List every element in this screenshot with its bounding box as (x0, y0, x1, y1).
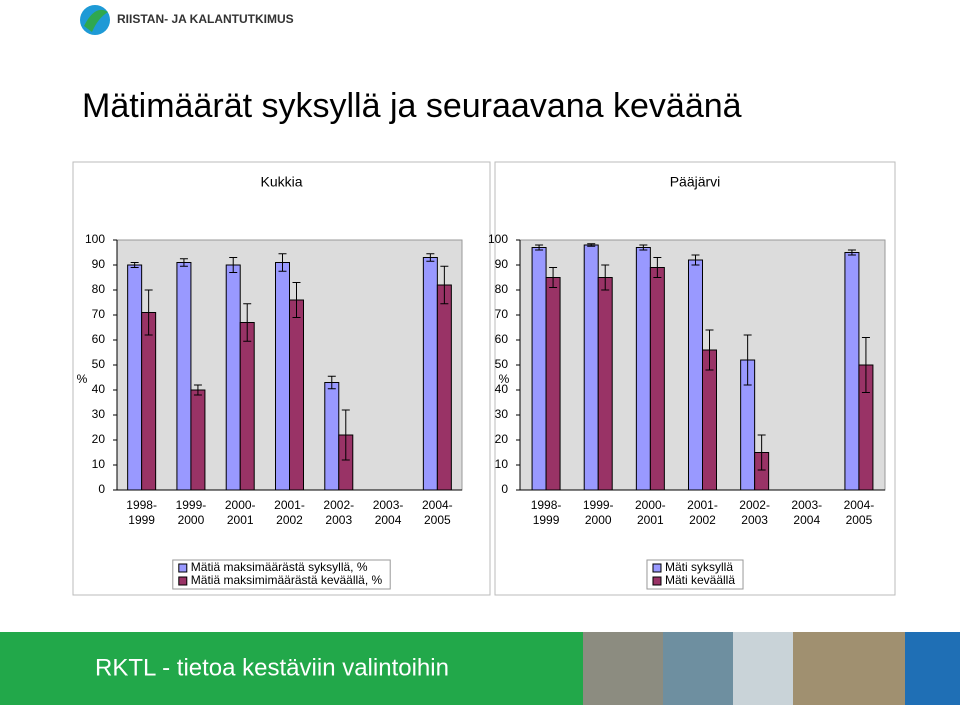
y-tick-label: 90 (92, 257, 106, 271)
x-tick-label: 2003-2004 (791, 498, 823, 527)
legend-swatch (178, 563, 188, 573)
bar (176, 262, 192, 491)
bar (597, 277, 613, 491)
legend-swatch (652, 563, 662, 573)
bar (702, 349, 717, 491)
legend-label: Mäti keväällä (665, 573, 735, 587)
chart-title: Kukkia (260, 174, 302, 190)
x-tick-label: 2004-2005 (421, 498, 453, 527)
bar (422, 257, 438, 491)
y-tick-label: 80 (92, 282, 106, 296)
bar (324, 382, 340, 491)
y-tick-label: 80 (495, 282, 509, 296)
photo (733, 632, 793, 705)
footer-bar (0, 632, 583, 705)
slide-title: Mätimäärät syksyllä ja seuraavana kevään… (82, 87, 742, 125)
legend-label: Mätiä maksimäärästä syksyllä, % (191, 560, 368, 574)
y-tick-label: 20 (495, 432, 509, 446)
footer-text: RKTL - tietoa kestäviin valintoihin (95, 654, 449, 681)
y-tick-label: 70 (495, 307, 509, 321)
bar (289, 299, 304, 491)
x-tick-label: 2001-2002 (687, 498, 718, 527)
bar (583, 244, 599, 491)
photo (583, 632, 663, 705)
x-tick-label: 2000-2001 (224, 498, 256, 527)
bar (275, 262, 290, 491)
bar (436, 284, 452, 491)
photo (663, 632, 733, 705)
logo-leaf (84, 9, 108, 32)
bar (239, 322, 255, 491)
y-tick-label: 60 (92, 332, 106, 346)
logo-text: RIISTAN- JA KALANTUTKIMUS (117, 12, 294, 26)
x-tick-label: 2002-2003 (323, 498, 355, 527)
bar (225, 264, 241, 491)
x-tick-label: 2003-2004 (372, 498, 404, 527)
x-tick-label: 2000-2001 (634, 498, 666, 527)
bar (649, 267, 665, 491)
bar (688, 259, 703, 491)
y-tick-label: 70 (92, 307, 106, 321)
y-tick-label: 60 (495, 332, 509, 346)
y-tick-label: 0 (98, 482, 105, 496)
bar (127, 264, 143, 491)
bar (635, 247, 651, 491)
legend-label: Mätiä maksimimäärästä keväällä, % (191, 573, 383, 587)
legend-box (646, 559, 744, 590)
x-tick-label: 2002-2003 (739, 498, 770, 527)
y-tick-label: 40 (495, 382, 509, 396)
y-axis-label: % (499, 372, 510, 386)
x-tick-label: 1999-2000 (175, 498, 207, 527)
legend-label: Mäti syksyllä (665, 560, 733, 574)
y-tick-label: 10 (92, 457, 106, 471)
y-axis-label: % (77, 372, 88, 386)
y-tick-label: 30 (92, 407, 106, 421)
y-tick-label: 90 (495, 257, 509, 271)
legend-box (172, 559, 391, 590)
bar (190, 389, 206, 491)
y-tick-label: 10 (495, 457, 509, 471)
legend-swatch (652, 576, 662, 586)
bar (844, 252, 860, 491)
photo (793, 632, 905, 705)
x-tick-label: 1999-2000 (582, 498, 614, 527)
bar (531, 247, 547, 491)
x-tick-label: 1998-1999 (530, 498, 562, 527)
x-tick-label: 2004-2005 (843, 498, 875, 527)
y-tick-label: 40 (92, 382, 106, 396)
legend-swatch (178, 576, 188, 586)
x-tick-label: 1998-1999 (126, 498, 157, 527)
y-tick-label: 100 (85, 232, 105, 246)
y-tick-label: 50 (92, 357, 106, 371)
y-tick-label: 0 (501, 482, 508, 496)
footer-block (905, 632, 960, 705)
x-tick-label: 2001-2002 (274, 498, 305, 527)
y-tick-label: 30 (495, 407, 509, 421)
bar (141, 312, 157, 491)
y-tick-label: 20 (92, 432, 106, 446)
y-tick-label: 50 (495, 357, 509, 371)
bar (545, 277, 561, 491)
chart-title: Pääjärvi (670, 174, 721, 190)
y-tick-label: 100 (488, 232, 508, 246)
